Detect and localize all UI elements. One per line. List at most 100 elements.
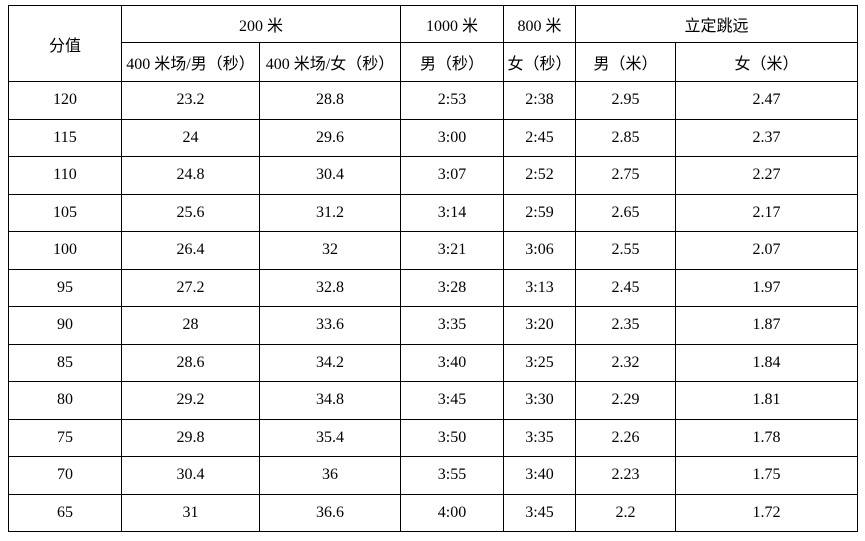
value-cell: 36.6 bbox=[258, 493, 402, 532]
group-header-standing-long-jump: 立定跳远 bbox=[575, 5, 859, 43]
value-cell: 2.26 bbox=[575, 418, 677, 457]
sub-header-800m-female: 女（秒） bbox=[503, 42, 577, 82]
value-cell: 3:21 bbox=[400, 231, 505, 270]
score-column-header: 分值 bbox=[8, 5, 122, 82]
value-cell: 2.2 bbox=[575, 493, 677, 532]
score-cell: 95 bbox=[8, 268, 122, 307]
value-cell: 2.23 bbox=[575, 456, 677, 495]
table-body: 120 23.2 28.8 2:53 2:38 2.95 2.47 115 24 29.6 3:00… bbox=[8, 81, 859, 532]
fitness-score-table: 分值 200 米 1000 米 800 米 立定跳远 400 米场/男（秒） 4… bbox=[8, 5, 859, 532]
value-cell: 25.6 bbox=[121, 193, 260, 232]
value-cell: 3:06 bbox=[503, 231, 577, 270]
table-row: 75 29.8 35.4 3:50 3:35 2.26 1.78 bbox=[8, 418, 859, 457]
value-cell: 3:45 bbox=[400, 381, 505, 420]
sub-header-jump-female: 女（米） bbox=[675, 42, 859, 82]
value-cell: 3:45 bbox=[503, 493, 577, 532]
value-cell: 2.95 bbox=[575, 81, 677, 120]
sub-header-1000m-male: 男（秒） bbox=[400, 42, 505, 82]
value-cell: 28.8 bbox=[258, 81, 402, 120]
value-cell: 2.45 bbox=[575, 268, 677, 307]
score-cell: 80 bbox=[8, 381, 122, 420]
table-row: 85 28.6 34.2 3:40 3:25 2.32 1.84 bbox=[8, 343, 859, 382]
value-cell: 2:38 bbox=[503, 81, 577, 120]
table-row: 115 24 29.6 3:00 2:45 2.85 2.37 bbox=[8, 118, 859, 157]
score-cell: 65 bbox=[8, 493, 122, 532]
value-cell: 2:59 bbox=[503, 193, 577, 232]
header-sub-row: 400 米场/男（秒） 400 米场/女（秒） 男（秒） 女（秒） 男（米） 女… bbox=[9, 42, 859, 82]
score-cell: 120 bbox=[8, 81, 122, 120]
score-cell: 90 bbox=[8, 306, 122, 345]
table-row: 110 24.8 30.4 3:07 2:52 2.75 2.27 bbox=[8, 156, 859, 195]
table-row: 70 30.4 36 3:55 3:40 2.23 1.75 bbox=[8, 456, 859, 495]
value-cell: 36 bbox=[258, 456, 402, 495]
score-cell: 85 bbox=[8, 343, 122, 382]
score-cell: 75 bbox=[8, 418, 122, 457]
table-row: 65 31 36.6 4:00 3:45 2.2 1.72 bbox=[8, 493, 859, 532]
value-cell: 3:07 bbox=[400, 156, 505, 195]
value-cell: 23.2 bbox=[121, 81, 260, 120]
table-row: 95 27.2 32.8 3:28 3:13 2.45 1.97 bbox=[8, 268, 859, 307]
value-cell: 34.8 bbox=[258, 381, 402, 420]
value-cell: 1.72 bbox=[675, 493, 859, 532]
score-cell: 110 bbox=[8, 156, 122, 195]
value-cell: 2.65 bbox=[575, 193, 677, 232]
value-cell: 34.2 bbox=[258, 343, 402, 382]
value-cell: 30.4 bbox=[121, 456, 260, 495]
value-cell: 1.97 bbox=[675, 268, 859, 307]
value-cell: 2.27 bbox=[675, 156, 859, 195]
group-header-200m: 200 米 bbox=[120, 5, 402, 43]
value-cell: 3:50 bbox=[400, 418, 505, 457]
value-cell: 2.75 bbox=[575, 156, 677, 195]
value-cell: 35.4 bbox=[258, 418, 402, 457]
value-cell: 2.85 bbox=[575, 118, 677, 157]
table-row: 90 28 33.6 3:35 3:20 2.35 1.87 bbox=[8, 306, 859, 345]
sub-header-400m-track-female: 400 米场/女（秒） bbox=[258, 42, 402, 82]
value-cell: 26.4 bbox=[121, 231, 260, 270]
value-cell: 29.2 bbox=[121, 381, 260, 420]
value-cell: 24 bbox=[121, 118, 260, 157]
group-header-800m: 800 米 bbox=[503, 5, 577, 43]
header-group-row: 分值 200 米 1000 米 800 米 立定跳远 bbox=[8, 5, 859, 82]
score-cell: 100 bbox=[8, 231, 122, 270]
value-cell: 30.4 bbox=[258, 156, 402, 195]
value-cell: 2.35 bbox=[575, 306, 677, 345]
value-cell: 33.6 bbox=[258, 306, 402, 345]
value-cell: 1.75 bbox=[675, 456, 859, 495]
value-cell: 2:45 bbox=[503, 118, 577, 157]
value-cell: 3:00 bbox=[400, 118, 505, 157]
value-cell: 1.78 bbox=[675, 418, 859, 457]
value-cell: 3:35 bbox=[503, 418, 577, 457]
value-cell: 3:55 bbox=[400, 456, 505, 495]
value-cell: 2:52 bbox=[503, 156, 577, 195]
table-row: 105 25.6 31.2 3:14 2:59 2.65 2.17 bbox=[8, 193, 859, 232]
value-cell: 2.37 bbox=[675, 118, 859, 157]
group-header-1000m: 1000 米 bbox=[400, 5, 505, 43]
value-cell: 1.81 bbox=[675, 381, 859, 420]
value-cell: 2.29 bbox=[575, 381, 677, 420]
value-cell: 2.47 bbox=[675, 81, 859, 120]
value-cell: 32.8 bbox=[258, 268, 402, 307]
value-cell: 28 bbox=[121, 306, 260, 345]
score-cell: 115 bbox=[8, 118, 122, 157]
value-cell: 4:00 bbox=[400, 493, 505, 532]
value-cell: 32 bbox=[258, 231, 402, 270]
value-cell: 3:40 bbox=[503, 456, 577, 495]
value-cell: 31.2 bbox=[258, 193, 402, 232]
value-cell: 24.8 bbox=[121, 156, 260, 195]
table-row: 100 26.4 32 3:21 3:06 2.55 2.07 bbox=[8, 231, 859, 270]
value-cell: 3:35 bbox=[400, 306, 505, 345]
sub-header-jump-male: 男（米） bbox=[575, 42, 677, 82]
value-cell: 3:30 bbox=[503, 381, 577, 420]
score-cell: 105 bbox=[8, 193, 122, 232]
value-cell: 2.55 bbox=[575, 231, 677, 270]
score-cell: 70 bbox=[8, 456, 122, 495]
value-cell: 3:13 bbox=[503, 268, 577, 307]
value-cell: 1.87 bbox=[675, 306, 859, 345]
value-cell: 29.6 bbox=[258, 118, 402, 157]
value-cell: 3:28 bbox=[400, 268, 505, 307]
table-row: 80 29.2 34.8 3:45 3:30 2.29 1.81 bbox=[8, 381, 859, 420]
value-cell: 27.2 bbox=[121, 268, 260, 307]
value-cell: 29.8 bbox=[121, 418, 260, 457]
value-cell: 3:25 bbox=[503, 343, 577, 382]
value-cell: 2.07 bbox=[675, 231, 859, 270]
